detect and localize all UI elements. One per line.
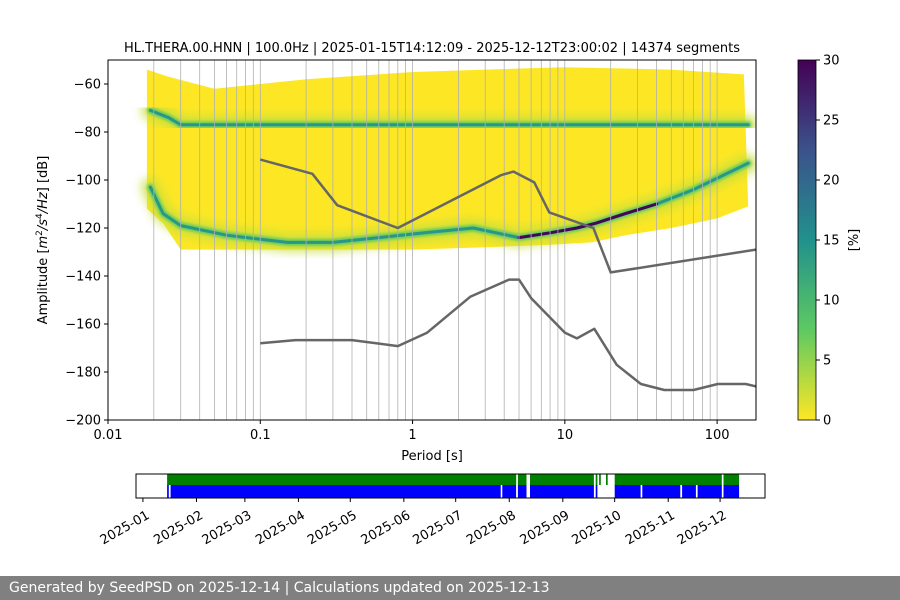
availability-bar <box>167 474 517 485</box>
usage-bar <box>723 485 740 498</box>
density-ridge-core <box>148 108 750 127</box>
colorbar-tick-label: 10 <box>823 294 840 309</box>
timeline-tick-label: 2025-07 <box>411 508 466 548</box>
x-axis-ticks: 0.01 0.1 1 10 100 <box>94 420 730 443</box>
colorbar-tick-label: 20 <box>823 174 840 189</box>
timeline-tick-label: 2025-12 <box>675 508 730 548</box>
usage-bar <box>595 485 598 498</box>
timeline-tick-label: 2025-04 <box>253 508 308 548</box>
y-tick-label: −80 <box>74 126 101 141</box>
x-tick-label: 10 <box>557 428 574 443</box>
timeline-tick-label: 2025-05 <box>305 508 360 548</box>
density-envelope <box>146 67 749 250</box>
timeline-tick-label: 2025-10 <box>570 508 625 548</box>
timeline-tick-label: 2025-08 <box>464 508 519 548</box>
x-tick-label: 0.1 <box>250 428 271 443</box>
y-tick-label: −100 <box>65 174 101 189</box>
timeline-tick-label: 2025-06 <box>359 508 414 548</box>
usage-bar <box>170 485 501 498</box>
usage-bar <box>682 485 696 498</box>
colorbar-tick-label: 15 <box>823 234 840 249</box>
y-axis-label: Amplitude [m2/s4/Hz] [dB] <box>35 156 51 325</box>
availability-bar <box>595 474 598 485</box>
usage-bar <box>167 485 169 498</box>
x-tick-label: 100 <box>705 428 730 443</box>
y-tick-label: −160 <box>65 318 101 333</box>
vertical-grid-lines <box>153 60 718 420</box>
usage-bar <box>614 485 641 498</box>
y-tick-label: −200 <box>65 414 101 429</box>
noise-model-curves <box>259 158 756 392</box>
availability-bar <box>517 474 527 485</box>
timeline-bars <box>167 474 740 498</box>
availability-bar <box>606 474 608 485</box>
availability-bar <box>723 474 740 485</box>
usage-bar <box>697 485 722 498</box>
timeline-tick-label: 2025-09 <box>518 508 573 548</box>
usage-bar <box>530 485 594 498</box>
colorbar-label: [%] <box>847 229 862 252</box>
usage-bar <box>502 485 517 498</box>
colorbar: 0 5 10 15 20 25 30 [%] <box>797 54 862 429</box>
low-noise-model-line <box>260 278 756 392</box>
timeline-tick-label: 2025-02 <box>151 508 206 548</box>
usage-bar <box>517 485 527 498</box>
chart-title: HL.THERA.00.HNN | 100.0Hz | 2025-01-15T1… <box>124 41 740 56</box>
footer-text: Generated by SeedPSD on 2025-12-14 | Cal… <box>9 580 550 596</box>
plot-frame <box>107 59 757 421</box>
availability-bar <box>530 474 594 485</box>
footer-bar: Generated by SeedPSD on 2025-12-14 | Cal… <box>0 576 900 600</box>
x-tick-label: 0.01 <box>94 428 123 443</box>
seedpsd-figure: HL.THERA.00.HNN | 100.0Hz | 2025-01-15T1… <box>35 41 862 548</box>
availability-bar <box>614 474 722 485</box>
y-tick-label: −120 <box>65 222 101 237</box>
x-axis-label: Period [s] <box>401 449 463 464</box>
timeline-frame <box>135 473 766 499</box>
timeline-tick-label: 2025-11 <box>623 508 678 548</box>
y-tick-label: −140 <box>65 270 101 285</box>
high-noise-model-line <box>259 158 756 274</box>
y-axis-ticks: −60 −80 −100 −120 −140 −160 −180 −200 <box>65 78 108 429</box>
y-tick-label: −180 <box>65 366 101 381</box>
colorbar-tick-label: 0 <box>823 414 831 429</box>
timeline-tick-label: 2025-01 <box>98 508 153 548</box>
x-tick-label: 1 <box>408 428 416 443</box>
colorbar-ticks: 0 5 10 15 20 25 30 <box>816 54 840 429</box>
colorbar-tick-label: 25 <box>823 114 840 129</box>
colorbar-gradient <box>797 59 817 421</box>
y-tick-label: −60 <box>74 78 101 93</box>
usage-bar <box>642 485 681 498</box>
availability-bar <box>599 474 601 485</box>
colorbar-tick-label: 5 <box>823 354 831 369</box>
psd-plot: 0.01 0.1 1 10 100 −60 −80 −100 −120 −140 −160 −180… <box>35 59 757 464</box>
density-ridge-core <box>148 161 750 244</box>
timeline-tick-label: 2025-03 <box>200 508 255 548</box>
colorbar-tick-label: 30 <box>823 54 840 69</box>
